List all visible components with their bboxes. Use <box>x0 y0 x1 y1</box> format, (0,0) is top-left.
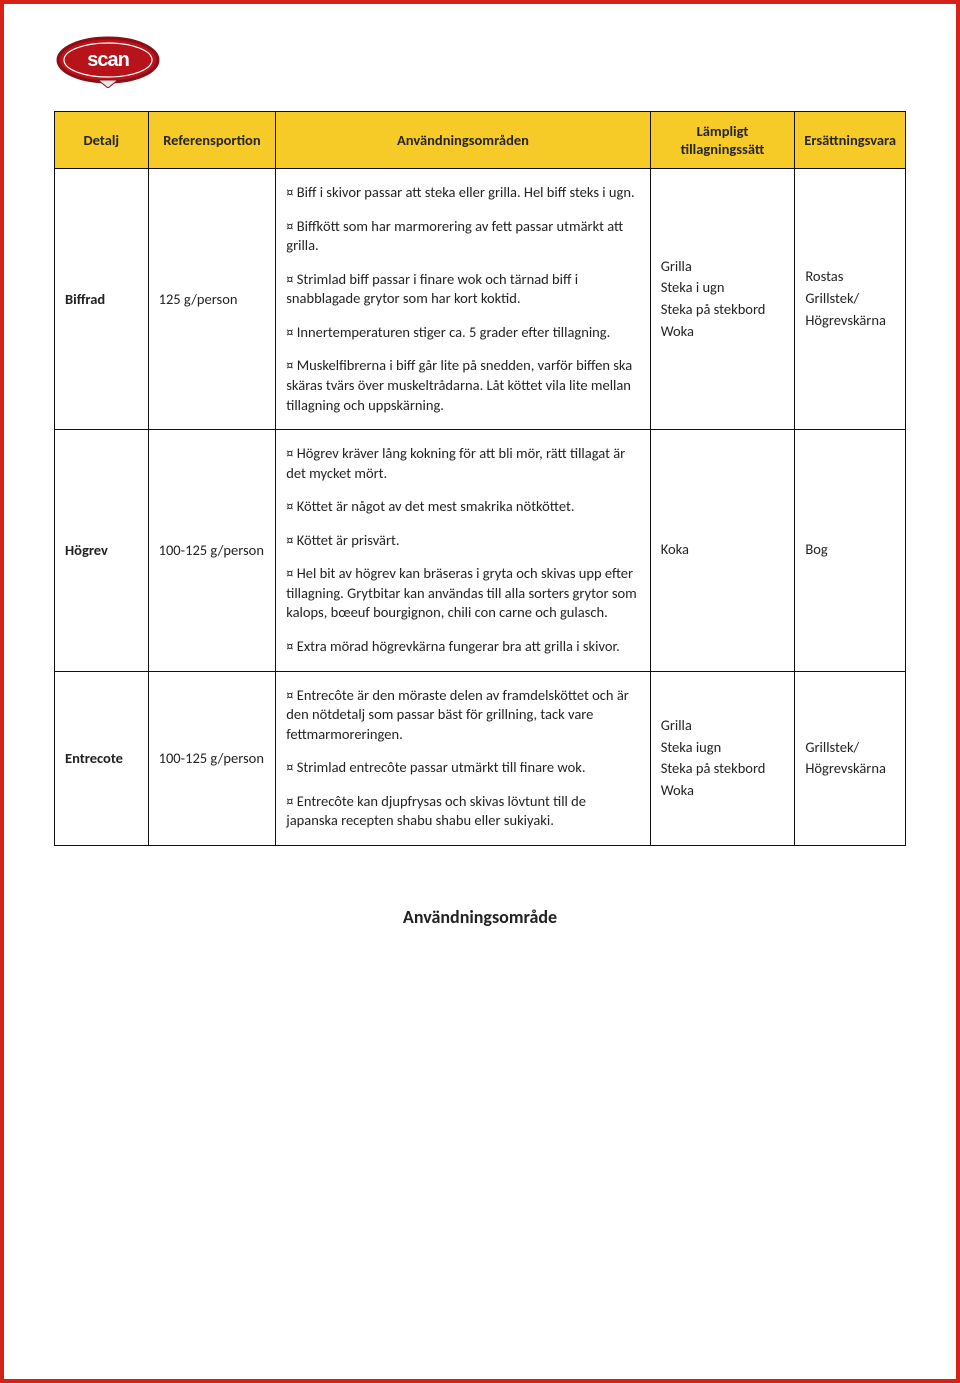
page-frame: scan Detalj Referensportion Användningso… <box>0 0 960 1383</box>
use-line: ¤ Extra mörad högrevkärna fungerar bra a… <box>286 637 639 657</box>
cook-line: Grilla <box>661 256 785 278</box>
use-line: ¤ Entrecôte är den möraste delen av fram… <box>286 686 639 745</box>
section-title: Användningsområde <box>54 906 906 928</box>
use-line: ¤ Muskelfibrerna i biff går lite på sned… <box>286 356 639 415</box>
cook-line: Woka <box>661 321 785 343</box>
col-header-detail: Detalj <box>55 112 149 169</box>
product-table: Detalj Referensportion Användningsområde… <box>54 111 906 846</box>
use-line: ¤ Strimlad biff passar i finare wok och … <box>286 270 639 309</box>
cell-detail: Högrev <box>55 430 149 672</box>
table-row: Biffrad 125 g/person ¤ Biff i skivor pas… <box>55 169 906 430</box>
cell-ref: 100-125 g/person <box>148 671 276 845</box>
table-row: Högrev 100-125 g/person ¤ Högrev kräver … <box>55 430 906 672</box>
use-line: ¤ Köttet är något av det mest smakrika n… <box>286 497 639 517</box>
cell-cook: Koka <box>650 430 795 672</box>
cell-cook: Grilla Steka iugn Steka på stekbord Woka <box>650 671 795 845</box>
cook-line: Steka på stekbord <box>661 758 785 780</box>
logo-text: scan <box>87 49 129 71</box>
cell-subst: Rostas Grillstek/ Högrevskärna <box>795 169 906 430</box>
cell-ref: 125 g/person <box>148 169 276 430</box>
use-line: ¤ Innertemperaturen stiger ca. 5 grader … <box>286 323 639 343</box>
scan-logo: scan <box>54 32 162 88</box>
cook-line: Koka <box>661 539 785 561</box>
cell-detail: Biffrad <box>55 169 149 430</box>
cell-subst: Grillstek/ Högrevskärna <box>795 671 906 845</box>
cell-subst: Bog <box>795 430 906 672</box>
cook-line: Woka <box>661 780 785 802</box>
cook-line: Grilla <box>661 715 785 737</box>
table-header-row: Detalj Referensportion Användningsområde… <box>55 112 906 169</box>
use-line: ¤ Biffkött som har marmorering av fett p… <box>286 217 639 256</box>
cook-line: Steka på stekbord <box>661 299 785 321</box>
logo-container: scan <box>54 32 906 93</box>
cell-uses: ¤ Entrecôte är den möraste delen av fram… <box>276 671 650 845</box>
subst-line: Högrevskärna <box>805 758 895 780</box>
table-row: Entrecote 100-125 g/person ¤ Entrecôte ä… <box>55 671 906 845</box>
use-line: ¤ Biff i skivor passar att steka eller g… <box>286 183 639 203</box>
use-line: ¤ Strimlad entrecôte passar utmärkt till… <box>286 758 639 778</box>
col-header-subst: Ersättningsvara <box>795 112 906 169</box>
cell-cook: Grilla Steka i ugn Steka på stekbord Wok… <box>650 169 795 430</box>
col-header-ref: Referensportion <box>148 112 276 169</box>
col-header-cook: Lämpligt tillagningssätt <box>650 112 795 169</box>
cell-detail: Entrecote <box>55 671 149 845</box>
subst-line: Grillstek/ <box>805 288 895 310</box>
cell-ref: 100-125 g/person <box>148 430 276 672</box>
subst-line: Rostas <box>805 266 895 288</box>
use-line: ¤ Köttet är prisvärt. <box>286 531 639 551</box>
cell-uses: ¤ Högrev kräver lång kokning för att bli… <box>276 430 650 672</box>
use-line: ¤ Entrecôte kan djupfrysas och skivas lö… <box>286 792 639 831</box>
cook-line: Steka i ugn <box>661 277 785 299</box>
col-header-uses: Användningsområden <box>276 112 650 169</box>
cell-uses: ¤ Biff i skivor passar att steka eller g… <box>276 169 650 430</box>
subst-line: Grillstek/ <box>805 737 895 759</box>
subst-line: Högrevskärna <box>805 310 895 332</box>
subst-line: Bog <box>805 539 895 561</box>
table-body: Biffrad 125 g/person ¤ Biff i skivor pas… <box>55 169 906 846</box>
use-line: ¤ Hel bit av högrev kan bräseras i gryta… <box>286 564 639 623</box>
cook-line: Steka iugn <box>661 737 785 759</box>
use-line: ¤ Högrev kräver lång kokning för att bli… <box>286 444 639 483</box>
